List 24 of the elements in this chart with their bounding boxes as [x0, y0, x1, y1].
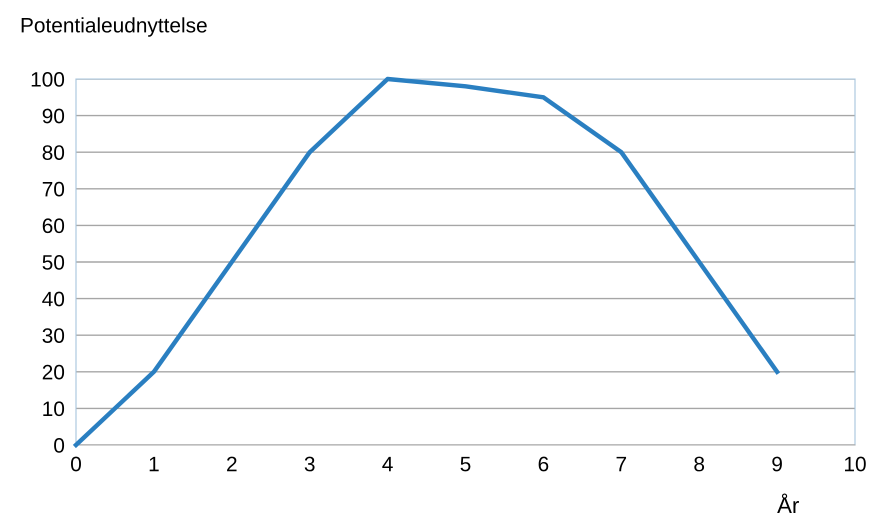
x-tick-label: 7 — [616, 456, 626, 472]
x-axis-title: År — [777, 494, 799, 513]
x-tick-label: 9 — [772, 456, 782, 472]
y-axis-title: Potentialeudnyttelse — [22, 17, 207, 37]
y-tick-label: 30 — [42, 328, 64, 343]
x-tick-label: 8 — [694, 456, 704, 472]
x-tick-label: 1 — [150, 456, 159, 472]
y-tick-label: 10 — [43, 401, 64, 416]
x-tick-label: 2 — [227, 456, 237, 472]
y-tick-label: 90 — [42, 108, 64, 124]
y-tick-label: 50 — [42, 255, 64, 270]
y-tick-label: 100 — [32, 72, 64, 87]
x-tick-label: 0 — [71, 456, 81, 472]
x-tick-label: 4 — [382, 456, 393, 472]
y-tick-label: 0 — [54, 438, 64, 453]
x-tick-label: 3 — [304, 456, 315, 472]
y-tick-label: 20 — [42, 364, 64, 380]
y-tick-label: 60 — [42, 218, 64, 234]
y-tick-label: 40 — [42, 292, 64, 306]
x-tick-label: 5 — [460, 456, 470, 472]
y-tick-label: 70 — [42, 182, 64, 197]
x-tick-label: 6 — [538, 456, 548, 472]
y-tick-label: 80 — [42, 145, 64, 160]
x-tick-label: 10 — [845, 456, 866, 472]
